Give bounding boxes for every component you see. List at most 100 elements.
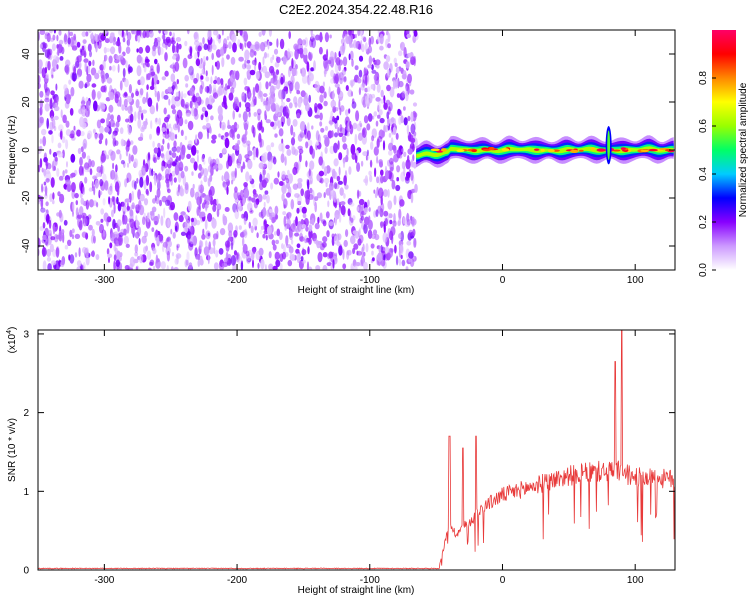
heatmap-cell	[219, 46, 225, 57]
heatmap-cell	[297, 200, 302, 206]
heatmap-cell	[96, 119, 101, 129]
heatmap-cell	[123, 215, 128, 225]
heatmap-cell	[395, 184, 401, 192]
heatmap-cell	[58, 39, 64, 45]
heatmap-cell	[46, 118, 49, 129]
heatmap-cell	[249, 174, 252, 182]
heatmap-cell	[258, 247, 264, 256]
heatmap-cell	[163, 207, 166, 219]
heatmap-cell	[69, 254, 75, 264]
heatmap-cell	[356, 206, 360, 212]
heatmap-cell	[45, 201, 49, 207]
y-tick-label: 3	[23, 329, 29, 340]
heatmap-cell	[55, 83, 58, 91]
heatmap-cell	[39, 99, 43, 109]
heatmap-cell	[94, 133, 98, 141]
heatmap-cell	[221, 30, 224, 36]
heatmap-cell	[211, 52, 214, 61]
heatmap-cell	[136, 65, 142, 77]
heatmap-cell	[274, 251, 280, 260]
heatmap-cell	[314, 102, 318, 113]
heatmap-cell	[302, 213, 307, 219]
heatmap-cell	[73, 33, 77, 41]
heatmap-cell	[304, 190, 310, 200]
heatmap-cell	[590, 147, 596, 151]
heatmap-cell	[245, 171, 250, 182]
heatmap-cell	[351, 152, 356, 160]
snr-y-label: SNR (10 * v/v)	[7, 418, 18, 482]
heatmap-cell	[178, 116, 184, 127]
heatmap-cell	[53, 30, 56, 34]
heatmap-cell	[352, 230, 358, 235]
heatmap-cell	[124, 78, 129, 88]
x-tick-label: 100	[627, 575, 644, 586]
heatmap-cell	[268, 81, 272, 87]
heatmap-cell	[63, 84, 68, 91]
heatmap-cell	[323, 134, 328, 139]
heatmap-cell	[74, 233, 81, 239]
heatmap-cell	[187, 120, 194, 131]
heatmap-cell	[339, 107, 342, 116]
heatmap-cell	[276, 111, 283, 118]
heatmap-cell	[308, 94, 312, 103]
heatmap-cell	[129, 140, 134, 145]
heatmap-cell	[235, 70, 240, 81]
heatmap-cell	[226, 185, 229, 195]
heatmap-cell	[82, 138, 88, 150]
heatmap-cell	[238, 56, 244, 62]
heatmap-cell	[167, 240, 172, 248]
heatmap-cell	[363, 115, 369, 124]
heatmap-cell	[333, 194, 337, 203]
heatmap-cell	[359, 217, 363, 224]
heatmap-cell	[61, 136, 66, 144]
heatmap-cell	[323, 192, 326, 199]
heatmap-cell	[548, 149, 555, 153]
heatmap-cell	[357, 238, 362, 246]
heatmap-cell	[94, 179, 99, 189]
heatmap-cell	[175, 91, 180, 97]
heatmap-cell	[330, 110, 334, 121]
heatmap-cell	[81, 106, 86, 115]
heatmap-cell	[259, 229, 263, 235]
heatmap-cell	[38, 198, 41, 205]
heatmap-cell	[287, 48, 291, 58]
heatmap-cell	[403, 106, 406, 111]
heatmap-cell	[223, 38, 228, 48]
heatmap-cell	[357, 43, 361, 50]
heatmap-cell	[273, 231, 278, 236]
heatmap-cell	[342, 249, 345, 260]
heatmap-cell	[82, 262, 86, 270]
heatmap-cell	[204, 194, 210, 202]
heatmap-cell	[54, 156, 58, 162]
heatmap-cell	[307, 246, 310, 255]
heatmap-cell	[287, 212, 292, 217]
heatmap-cell	[620, 147, 626, 150]
heatmap-cell	[277, 120, 282, 129]
heatmap-cell	[56, 96, 59, 103]
heatmap-cell	[86, 73, 92, 83]
heatmap-cell	[99, 179, 104, 187]
heatmap-cell	[349, 210, 352, 221]
heatmap-cell	[207, 212, 213, 222]
heatmap-cell	[270, 121, 275, 127]
heatmap-cell	[308, 224, 313, 232]
heatmap-cell	[39, 158, 43, 168]
heatmap-cell	[180, 129, 184, 136]
heatmap-cell	[73, 125, 76, 131]
heatmap-cell	[338, 99, 341, 110]
heatmap-cell	[309, 176, 313, 185]
heatmap-cell	[220, 107, 223, 117]
x-tick-label: 0	[500, 275, 506, 286]
heatmap-cell	[395, 255, 399, 266]
heatmap-cell	[72, 201, 75, 213]
heatmap-cell	[84, 81, 90, 87]
heatmap-cell	[297, 160, 301, 171]
heatmap-cell	[67, 37, 71, 45]
heatmap-cell	[295, 216, 298, 227]
heatmap-cell	[256, 232, 259, 239]
heatmap-cell	[211, 134, 217, 140]
heatmap-cell	[102, 166, 105, 174]
heatmap-cell	[262, 93, 268, 98]
heatmap-cell	[200, 114, 204, 121]
heatmap-cell	[167, 218, 170, 228]
